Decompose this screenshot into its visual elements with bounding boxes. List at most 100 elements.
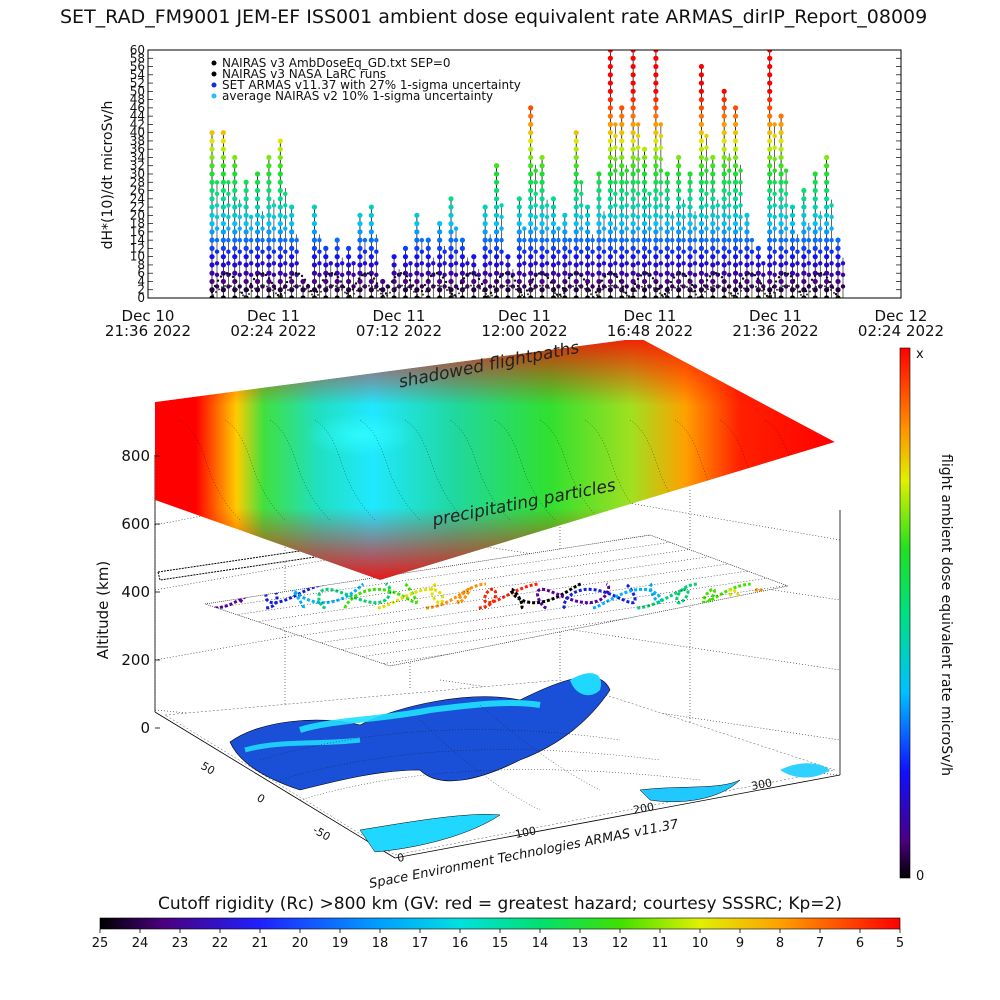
data-point <box>778 146 784 152</box>
baseline-point <box>341 288 343 291</box>
data-point <box>277 229 283 235</box>
data-point <box>499 261 504 266</box>
data-point <box>283 237 288 243</box>
data-point <box>630 270 636 276</box>
baseline-point <box>819 272 823 275</box>
data-point <box>289 245 295 251</box>
data-point <box>824 278 830 285</box>
baseline-point <box>609 272 613 275</box>
baseline-point <box>692 290 694 293</box>
y-tick-label: 22 <box>130 200 145 214</box>
lon-tick-label: 200 <box>632 800 655 817</box>
data-point <box>544 203 550 208</box>
data-point <box>482 212 488 218</box>
baseline-point <box>663 292 667 296</box>
baseline-point <box>320 290 322 293</box>
x-tick-label: Dec 11 <box>373 307 426 325</box>
data-point <box>220 146 226 152</box>
baseline-point <box>482 289 484 292</box>
y-tick-label: 56 <box>130 60 145 74</box>
data-point <box>710 287 716 293</box>
data-point <box>818 237 823 243</box>
data-point <box>528 171 534 177</box>
baseline-point <box>375 282 379 285</box>
data-point <box>801 204 807 210</box>
x-tick-label: 07:12 2022 <box>356 322 442 340</box>
baseline-point <box>734 295 736 298</box>
baseline-point <box>429 274 433 278</box>
data-point <box>789 254 796 260</box>
data-point <box>294 237 299 243</box>
data-point <box>789 262 796 268</box>
data-point <box>681 214 686 220</box>
data-point <box>425 270 431 276</box>
baseline-point <box>543 273 547 276</box>
data-point <box>459 254 465 260</box>
colorbar-bottom-label: 0 <box>916 869 924 884</box>
data-point <box>783 249 789 254</box>
data-point <box>271 284 277 289</box>
data-point <box>414 278 420 285</box>
data-point <box>351 272 356 278</box>
data-point <box>528 204 534 210</box>
data-point <box>806 226 812 231</box>
baseline-point <box>774 280 778 283</box>
data-point <box>710 229 716 235</box>
data-point <box>789 287 796 293</box>
y-tick-label: 58 <box>130 51 145 65</box>
data-point <box>402 295 409 298</box>
baseline-point <box>777 275 781 279</box>
baseline-point <box>465 273 469 277</box>
baseline-point <box>251 290 253 293</box>
data-point <box>556 284 561 289</box>
rc-tick-label: 25 <box>92 936 109 951</box>
data-point <box>596 262 602 268</box>
y-tick-label: 0 <box>137 291 145 305</box>
data-point <box>812 287 818 293</box>
data-point <box>624 203 629 208</box>
baseline-point <box>638 287 640 290</box>
y-tick-label: 40 <box>130 126 145 140</box>
baseline-point <box>456 287 460 291</box>
data-point <box>493 163 500 169</box>
data-point <box>311 221 318 227</box>
data-point <box>767 163 773 169</box>
baseline-point <box>699 290 703 293</box>
baseline-point <box>413 290 415 293</box>
data-point <box>812 237 818 243</box>
data-point <box>698 221 705 227</box>
data-point <box>243 254 249 260</box>
data-point <box>528 179 534 185</box>
data-point <box>550 204 557 210</box>
data-point <box>209 221 215 227</box>
data-point <box>585 221 591 227</box>
data-point <box>528 254 534 260</box>
baseline-point <box>821 284 823 287</box>
data-point <box>248 249 254 254</box>
peak-series <box>493 163 504 298</box>
data-point <box>271 226 277 231</box>
data-point <box>653 237 659 243</box>
data-point <box>635 214 641 220</box>
data-point <box>368 278 374 285</box>
baseline-point <box>489 291 493 295</box>
data-point <box>698 138 705 144</box>
baseline-point <box>392 288 394 291</box>
z-tick-label: 600 <box>121 515 150 533</box>
data-point <box>573 221 579 227</box>
data-point <box>459 262 465 268</box>
data-point <box>232 237 238 243</box>
data-point <box>778 130 784 136</box>
baseline-point <box>587 290 589 293</box>
data-point <box>448 237 454 243</box>
data-point <box>277 163 283 169</box>
data-point <box>818 214 823 220</box>
data-point <box>670 226 675 231</box>
y-tick-label: 10 <box>130 250 145 264</box>
data-point <box>573 287 579 293</box>
data-point <box>271 214 277 220</box>
data-point <box>824 212 830 218</box>
data-point <box>721 154 727 161</box>
data-point <box>687 171 693 177</box>
baseline-point <box>570 273 574 276</box>
